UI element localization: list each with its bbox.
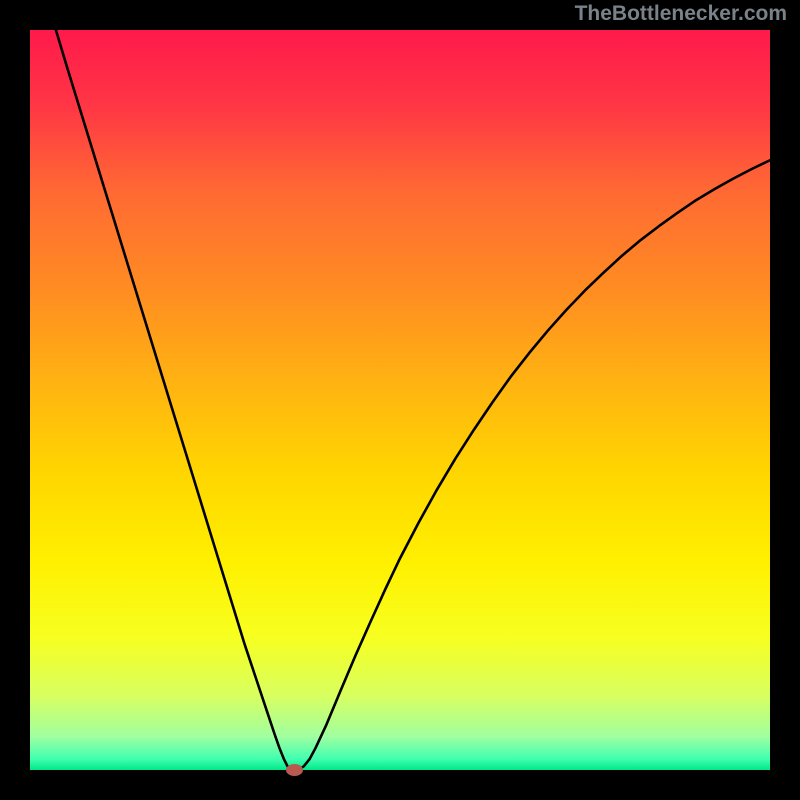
curve-layer	[30, 30, 770, 770]
chart-container: TheBottlenecker.com	[0, 0, 800, 800]
bottleneck-curve	[56, 30, 770, 770]
watermark-text: TheBottlenecker.com	[575, 2, 787, 26]
optimum-marker	[286, 764, 303, 776]
plot-area	[30, 30, 770, 770]
